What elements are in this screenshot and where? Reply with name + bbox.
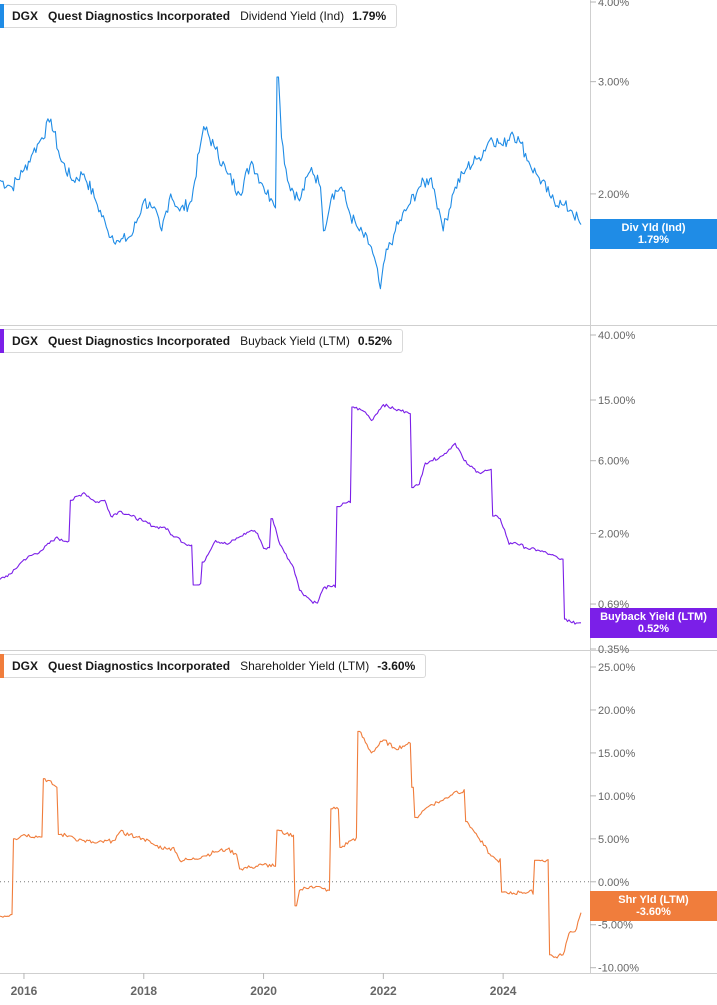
flag-label: Div Yld (Ind): [621, 222, 686, 234]
legend-ticker: DGX: [12, 659, 39, 673]
y-tick-label: 25.00%: [598, 662, 636, 674]
legend-value: 0.52%: [357, 334, 392, 348]
legend-ticker: DGX: [12, 334, 39, 348]
legend-value: -3.60%: [377, 659, 416, 673]
legend-company: Quest Diagnostics Incorporated: [48, 9, 231, 23]
y-tick-label: 20.00%: [598, 705, 636, 717]
y-tick-label: 40.00%: [598, 330, 636, 342]
current-value-flag-buyback: Buyback Yield (LTM) 0.52%: [590, 608, 717, 638]
series-color-swatch: [0, 329, 4, 353]
y-tick-label: 15.00%: [598, 748, 636, 760]
x-tick-label: 2020: [250, 984, 277, 998]
legend-metric: Dividend Yield (Ind): [240, 9, 345, 23]
y-tick-label: 4.00%: [598, 0, 629, 9]
x-tick-label: 2018: [130, 984, 157, 998]
y-tick-label: 10.00%: [598, 791, 636, 803]
y-tick-label: 0.00%: [598, 877, 629, 889]
y-tick-label: -5.00%: [598, 920, 633, 932]
y-tick-label: 3.00%: [598, 77, 629, 89]
legend-buyback-yield: DGX Quest Diagnostics Incorporated Buyba…: [0, 329, 403, 353]
current-value-flag-shareholder: Shr Yld (LTM) -3.60%: [590, 891, 717, 921]
flag-label: Shr Yld (LTM): [618, 894, 689, 906]
flag-value: 0.52%: [637, 623, 670, 635]
y-tick-label: 6.00%: [598, 456, 629, 468]
x-tick-label: 2016: [11, 984, 38, 998]
legend-company: Quest Diagnostics Incorporated: [48, 334, 231, 348]
legend-metric: Shareholder Yield (LTM): [240, 659, 370, 673]
current-value-flag-dividend: Div Yld (Ind) 1.79%: [590, 219, 717, 249]
series-line: [0, 730, 582, 959]
x-tick-label: 2024: [490, 984, 517, 998]
legend-shareholder-yield: DGX Quest Diagnostics Incorporated Share…: [0, 654, 427, 678]
series-line: [0, 76, 582, 290]
y-tick-label: 15.00%: [598, 395, 636, 407]
legend-dividend-yield: DGX Quest Diagnostics Incorporated Divid…: [0, 4, 398, 28]
legend-ticker: DGX: [12, 9, 39, 23]
y-tick-label: 2.00%: [598, 189, 629, 201]
series-color-swatch: [0, 654, 4, 678]
y-tick-label: 5.00%: [598, 834, 629, 846]
x-tick-label: 2022: [370, 984, 397, 998]
flag-label: Buyback Yield (LTM): [600, 611, 707, 623]
series-line: [0, 403, 581, 625]
flag-value: -3.60%: [636, 906, 671, 918]
legend-metric: Buyback Yield (LTM): [240, 334, 350, 348]
y-tick-label: 2.00%: [598, 529, 629, 541]
legend-value: 1.79%: [352, 9, 387, 23]
series-color-swatch: [0, 4, 4, 28]
flag-value: 1.79%: [637, 234, 670, 246]
y-tick-label: -10.00%: [598, 963, 639, 975]
y-tick-label: 0.35%: [598, 644, 629, 656]
legend-company: Quest Diagnostics Incorporated: [48, 659, 231, 673]
